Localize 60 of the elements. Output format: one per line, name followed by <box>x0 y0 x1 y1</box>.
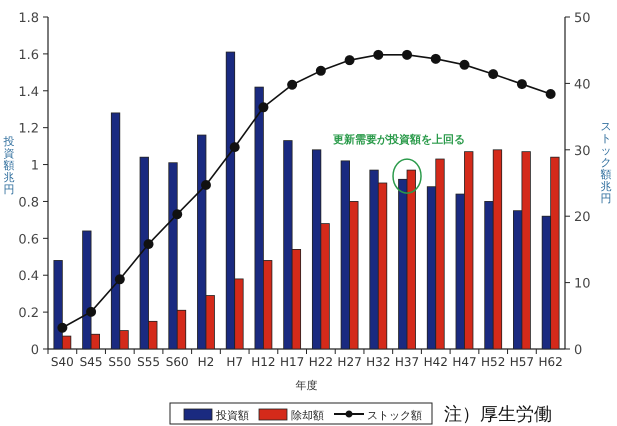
y2-axis-title: ストック額兆円 <box>600 120 612 205</box>
y-tick-label: 1.2 <box>18 122 39 137</box>
point <box>144 239 154 250</box>
point <box>287 80 298 90</box>
y-tick-label: 0.8 <box>18 195 39 210</box>
point <box>200 180 211 190</box>
x-tick-label: H12 <box>251 355 276 369</box>
y-tick-label: 0 <box>30 343 39 358</box>
y2-tick-label: 30 <box>574 144 591 159</box>
y-tick-label: 1.4 <box>18 84 39 100</box>
y-tick-label: 1.6 <box>18 48 39 63</box>
x-tick-label: S40 <box>50 355 74 369</box>
x-tick-label: H47 <box>452 355 477 369</box>
point <box>114 274 125 284</box>
point <box>230 142 240 152</box>
point <box>86 306 96 317</box>
y-tick-label: 0.4 <box>18 269 39 284</box>
x-tick-label: H57 <box>510 355 534 369</box>
text: 注）厚生労働 <box>444 404 552 425</box>
x-tick-label: H17 <box>280 355 304 369</box>
y-tick-label: 0.6 <box>18 232 39 248</box>
point <box>488 69 498 80</box>
point <box>546 89 556 100</box>
point <box>344 55 355 66</box>
x-tick-label: H32 <box>366 355 390 369</box>
point <box>258 102 268 112</box>
y2-tick-label: 10 <box>574 276 591 292</box>
y2-tick-label: 40 <box>574 77 591 92</box>
legend-label: 除却額 <box>291 409 324 422</box>
x-tick-label: S55 <box>137 355 160 369</box>
legend-label: 投資額 <box>215 409 249 422</box>
x-tick-label: S50 <box>108 355 132 369</box>
x-tick-label: H52 <box>481 355 506 369</box>
point <box>402 50 412 60</box>
x-tick-label: H27 <box>337 355 362 369</box>
y-tick-label: 1.8 <box>18 11 39 26</box>
y-tick-label: 0.2 <box>18 306 39 322</box>
x-tick-label: H37 <box>394 355 420 369</box>
point <box>516 79 527 90</box>
point <box>316 66 326 76</box>
x-tick-label: S45 <box>80 355 103 369</box>
y2-tick-label: 50 <box>574 11 591 26</box>
y-tick-label: 1 <box>30 158 39 174</box>
x-tick-label: H7 <box>226 355 244 369</box>
point <box>459 60 470 70</box>
point <box>172 209 182 220</box>
legend-label: ストック額 <box>367 409 422 422</box>
y-axis-title: 投資額兆円 <box>2 135 14 196</box>
y2-tick-label: 0 <box>574 343 582 358</box>
x-tick-label: H62 <box>538 355 563 369</box>
point <box>430 54 441 64</box>
x-tick-label: S60 <box>166 355 189 369</box>
annotation: 更新需要が投資額を上回る <box>333 133 466 146</box>
x-axis-title: 年度 <box>296 379 318 392</box>
point <box>373 50 384 60</box>
point <box>57 322 68 333</box>
x-tick-label: H2 <box>198 355 214 369</box>
y2-tick-label: 20 <box>574 210 591 226</box>
x-tick-label: H22 <box>308 355 334 369</box>
x-tick-label: H42 <box>424 355 448 369</box>
